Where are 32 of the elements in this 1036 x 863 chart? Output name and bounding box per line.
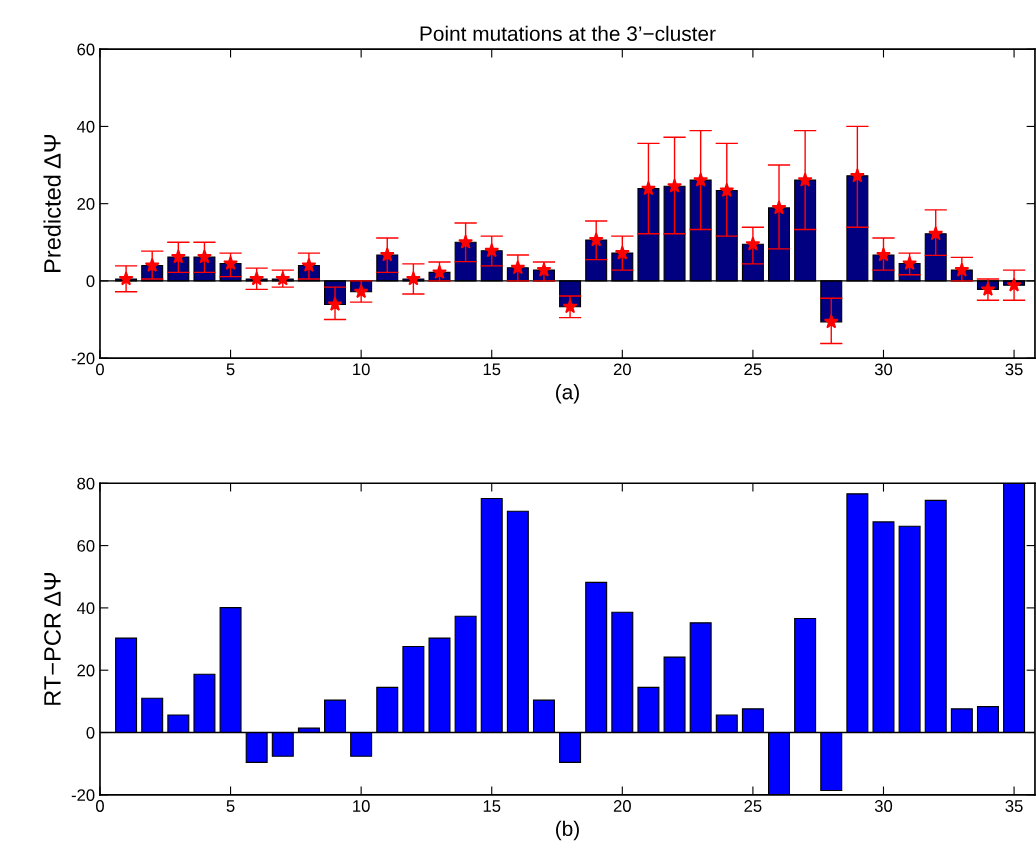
y-axis-title: Predicted ΔΨ: [43, 135, 61, 272]
x-tick-label: 30: [874, 363, 893, 376]
x-axis-title: (b): [556, 820, 579, 841]
x-tick-label: 0: [95, 800, 104, 812]
y-tick-label: -20: [71, 352, 95, 365]
x-tick-label: 35: [1005, 800, 1023, 812]
x-tick-label: 25: [744, 800, 762, 812]
x-tick-label: 10: [353, 800, 370, 812]
y-tick-label: 40: [76, 120, 95, 133]
y-tick-label: 0: [86, 726, 95, 739]
x-tick-label: 15: [483, 363, 501, 376]
y-tick-label: 0: [86, 275, 95, 288]
x-tick-label: 10: [353, 363, 370, 376]
y-tick-label: 60: [77, 43, 95, 56]
x-tick-label: 5: [226, 800, 235, 812]
y-axis-title: RT−PCR ΔΨ: [44, 572, 61, 705]
x-tick-label: 25: [744, 363, 762, 376]
x-tick-label: 5: [226, 363, 235, 376]
y-tick-label: 40: [76, 602, 95, 615]
y-tick-label: 20: [77, 664, 95, 677]
y-tick-label: 80: [77, 477, 95, 490]
y-tick-label: 20: [77, 198, 95, 210]
y-tick-label: 60: [77, 539, 95, 552]
y-tick-label: -20: [71, 789, 95, 802]
x-tick-label: 30: [874, 800, 893, 812]
x-tick-label: 20: [613, 363, 631, 376]
x-tick-label: 35: [1005, 363, 1023, 376]
x-tick-label: 20: [613, 800, 631, 812]
x-axis-title: (a): [556, 384, 579, 404]
chart-title: Point mutations at the 3’−cluster: [420, 25, 716, 42]
x-tick-label: 0: [95, 363, 104, 376]
x-tick-label: 15: [483, 800, 501, 812]
